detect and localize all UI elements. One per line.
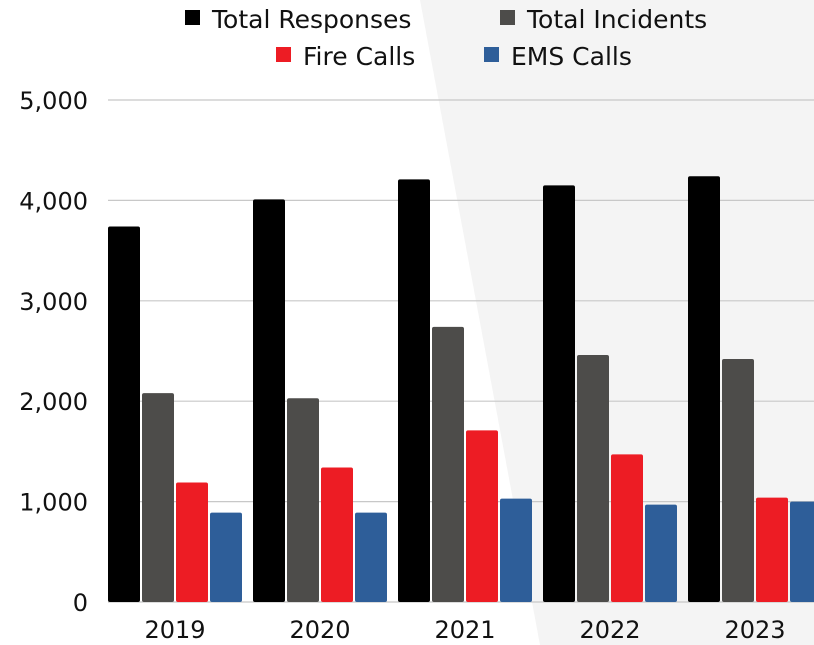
legend: Total Responses Total Incidents Fire Calls… <box>185 5 707 71</box>
bar-total-incidents-2021 <box>432 326 464 602</box>
bar-total-incidents-2019 <box>142 393 174 602</box>
x-tick-label: 2023 <box>724 616 785 644</box>
y-tick-label: 0 <box>73 589 88 617</box>
bar-total-incidents-2020 <box>287 398 319 602</box>
legend-label: EMS Calls <box>511 42 632 71</box>
bar-ems-calls-2020 <box>355 512 387 602</box>
bar-fire-calls-2021 <box>466 430 498 602</box>
bar-ems-calls-2023 <box>790 501 814 602</box>
y-tick-label: 5,000 <box>19 87 88 115</box>
legend-swatch <box>500 10 515 25</box>
bar-fire-calls-2019 <box>176 482 208 602</box>
bar-fire-calls-2020 <box>321 467 353 602</box>
bar-total-responses-2023 <box>688 176 720 602</box>
x-tick-label: 2020 <box>289 616 350 644</box>
bar-total-responses-2022 <box>543 185 575 602</box>
y-tick-label: 2,000 <box>19 388 88 416</box>
bars <box>108 176 814 603</box>
bar-total-responses-2019 <box>108 226 140 602</box>
bar-total-incidents-2023 <box>722 359 754 602</box>
x-axis-ticks: 2019 2020 2021 2022 2023 <box>144 616 785 644</box>
bar-total-incidents-2022 <box>577 355 609 602</box>
x-tick-label: 2019 <box>144 616 205 644</box>
legend-swatch <box>484 47 499 62</box>
bar-fire-calls-2022 <box>611 454 643 602</box>
y-tick-label: 1,000 <box>19 489 88 517</box>
bar-total-responses-2020 <box>253 199 285 602</box>
legend-swatch <box>185 10 200 25</box>
x-tick-label: 2022 <box>579 616 640 644</box>
bar-ems-calls-2021 <box>500 498 532 602</box>
y-tick-label: 3,000 <box>19 288 88 316</box>
bar-fire-calls-2023 <box>756 497 788 602</box>
x-tick-label: 2021 <box>434 616 495 644</box>
legend-label: Total Responses <box>211 5 411 34</box>
bar-total-responses-2021 <box>398 179 430 603</box>
legend-swatch <box>276 47 291 62</box>
legend-label: Fire Calls <box>303 42 415 71</box>
y-axis-ticks: 0 1,000 2,000 3,000 4,000 5,000 <box>19 87 88 617</box>
legend-label: Total Incidents <box>526 5 707 34</box>
bar-ems-calls-2019 <box>210 512 242 602</box>
y-tick-label: 4,000 <box>19 187 88 215</box>
bar-ems-calls-2022 <box>645 504 677 602</box>
